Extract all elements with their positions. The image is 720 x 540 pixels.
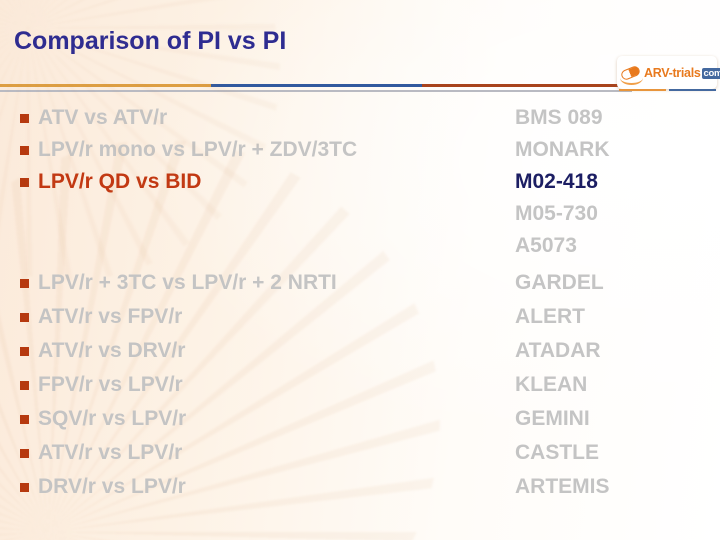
- trials-cell: ATADAR: [515, 334, 601, 368]
- trials-cell: GARDEL: [515, 266, 604, 300]
- trials-cell: BMS 089: [515, 102, 603, 134]
- list-row: FPV/r vs LPV/r KLEAN: [14, 368, 714, 402]
- logo-underline-blue: [669, 89, 716, 91]
- list-row: LPV/r QD vs BID M02-418 M05-730 A5073: [14, 166, 714, 262]
- trial-name-label: CASTLE: [515, 441, 599, 464]
- trials-cell: MONARK: [515, 134, 610, 166]
- comparison-label: DRV/r vs LPV/r: [38, 475, 186, 498]
- comparison-cell: DRV/r vs LPV/r: [14, 470, 515, 504]
- pill-icon: [619, 63, 644, 85]
- divider-gray-line: [0, 90, 632, 92]
- list-row: ATV/r vs DRV/r ATADAR: [14, 334, 714, 368]
- comparison-cell: ATV/r vs DRV/r: [14, 334, 515, 368]
- list-row: ATV/r vs LPV/r CASTLE: [14, 436, 714, 470]
- bullet-square-icon: [20, 415, 29, 424]
- bullet-square-icon: [20, 483, 29, 492]
- logo-brand-text: ARV-trials com: [644, 66, 720, 80]
- comparison-cell: ATV/r vs FPV/r: [14, 300, 515, 334]
- arv-trials-logo: ARV-trials com: [617, 56, 720, 89]
- trial-name-label: M05-730: [515, 202, 598, 225]
- logo-tld-badge: com: [701, 67, 720, 79]
- comparison-cell: ATV vs ATV/r: [14, 102, 515, 134]
- trials-cell: GEMINI: [515, 402, 590, 436]
- list-row: DRV/r vs LPV/r ARTEMIS: [14, 470, 714, 504]
- comparison-label: LPV/r mono vs LPV/r + ZDV/3TC: [38, 138, 358, 161]
- list-row: SQV/r vs LPV/r GEMINI: [14, 402, 714, 436]
- list-row: LPV/r + 3TC vs LPV/r + 2 NRTI GARDEL: [14, 266, 714, 300]
- comparison-label: FPV/r vs LPV/r: [38, 373, 183, 396]
- divider-orange-segment: [0, 84, 211, 87]
- comparison-label: ATV/r vs FPV/r: [38, 305, 183, 328]
- list-row: ATV/r vs FPV/r ALERT: [14, 300, 714, 334]
- trial-name-label: BMS 089: [515, 106, 603, 129]
- comparison-label: ATV/r vs LPV/r: [38, 441, 183, 464]
- slide-title: Comparison of PI vs PI: [14, 27, 287, 55]
- comparison-cell: ATV/r vs LPV/r: [14, 436, 515, 470]
- comparison-label: LPV/r QD vs BID: [38, 170, 202, 193]
- comparison-list: ATV vs ATV/r BMS 089 LPV/r mono vs LPV/r +…: [14, 102, 714, 504]
- trial-name-label: A5073: [515, 234, 577, 257]
- comparison-cell: FPV/r vs LPV/r: [14, 368, 515, 402]
- comparison-cell: LPV/r mono vs LPV/r + ZDV/3TC: [14, 134, 515, 166]
- comparison-cell: SQV/r vs LPV/r: [14, 402, 515, 436]
- list-row: ATV vs ATV/r BMS 089: [14, 102, 714, 134]
- comparison-label: ATV vs ATV/r: [38, 106, 168, 129]
- trials-cell: CASTLE: [515, 436, 599, 470]
- trial-name-label: M02-418: [515, 170, 598, 193]
- trial-name-label: KLEAN: [515, 373, 588, 396]
- trials-cell: M02-418 M05-730 A5073: [515, 166, 598, 262]
- trial-name-label: ATADAR: [515, 339, 601, 362]
- bullet-square-icon: [20, 279, 29, 288]
- divider-rust-segment: [422, 84, 620, 87]
- bullet-square-icon: [20, 449, 29, 458]
- comparison-cell: LPV/r QD vs BID: [14, 166, 515, 198]
- trial-name-label: GEMINI: [515, 407, 590, 430]
- logo-underline-orange: [619, 89, 666, 91]
- trials-cell: ALERT: [515, 300, 585, 334]
- divider-blue-segment: [211, 84, 422, 87]
- trial-name-label: ALERT: [515, 305, 585, 328]
- comparison-label: LPV/r + 3TC vs LPV/r + 2 NRTI: [38, 271, 337, 294]
- list-row: LPV/r mono vs LPV/r + ZDV/3TC MONARK: [14, 134, 714, 166]
- bullet-square-icon: [20, 347, 29, 356]
- bullet-square-icon: [20, 146, 29, 155]
- bullet-square-icon: [20, 114, 29, 123]
- trial-name-label: MONARK: [515, 138, 610, 161]
- comparison-label: ATV/r vs DRV/r: [38, 339, 186, 362]
- trials-cell: KLEAN: [515, 368, 587, 402]
- trials-cell: ARTEMIS: [515, 470, 610, 504]
- trial-name-label: GARDEL: [515, 271, 604, 294]
- bullet-square-icon: [20, 178, 29, 187]
- trial-name-label: ARTEMIS: [515, 475, 610, 498]
- bullet-square-icon: [20, 381, 29, 390]
- comparison-label: SQV/r vs LPV/r: [38, 407, 187, 430]
- bullet-square-icon: [20, 313, 29, 322]
- comparison-cell: LPV/r + 3TC vs LPV/r + 2 NRTI: [14, 266, 515, 300]
- pill-swoosh-icon: [620, 71, 643, 85]
